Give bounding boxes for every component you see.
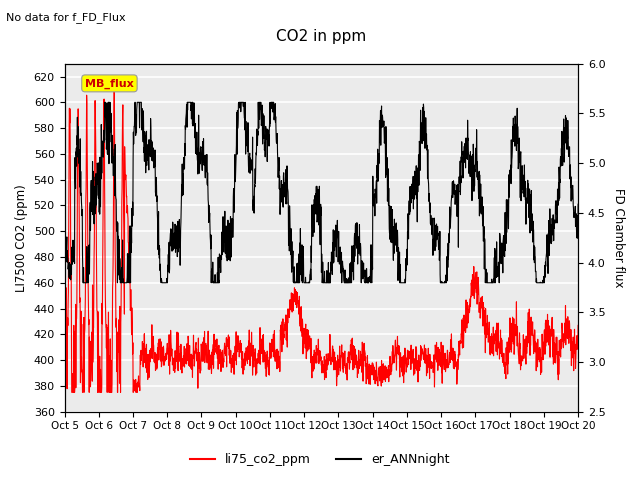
Legend: li75_co2_ppm, er_ANNnight: li75_co2_ppm, er_ANNnight — [186, 448, 454, 471]
Text: MB_flux: MB_flux — [85, 78, 134, 88]
Text: No data for f_FD_Flux: No data for f_FD_Flux — [6, 12, 126, 23]
Y-axis label: FD Chamber flux: FD Chamber flux — [612, 188, 625, 288]
Y-axis label: LI7500 CO2 (ppm): LI7500 CO2 (ppm) — [15, 184, 28, 291]
Title: CO2 in ppm: CO2 in ppm — [276, 29, 367, 44]
